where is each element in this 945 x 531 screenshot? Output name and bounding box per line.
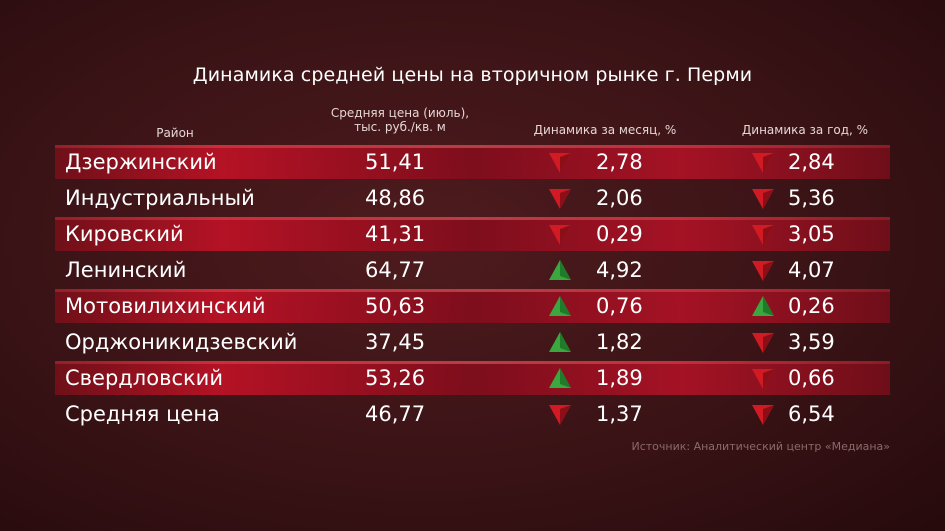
price-value: 41,31 <box>365 222 426 246</box>
table-row: Свердловский 53,26 1,89 0,66 <box>55 361 890 395</box>
year-change-value: 0,26 <box>788 294 835 318</box>
table-row: Мотовилихинский 50,63 0,76 0,26 <box>55 289 890 323</box>
year-down-arrow-icon <box>752 225 774 245</box>
price-value: 53,26 <box>365 366 426 390</box>
month-down-arrow-icon <box>549 225 571 245</box>
year-change-value: 3,59 <box>788 330 835 354</box>
year-down-arrow-icon <box>752 261 774 281</box>
year-change-value: 0,66 <box>788 366 835 390</box>
month-change-value: 0,29 <box>596 222 643 246</box>
region-name: Кировский <box>65 222 184 246</box>
region-name: Орджоникидзевский <box>65 330 298 354</box>
region-name: Индустриальный <box>65 186 255 210</box>
month-up-arrow-icon <box>549 260 571 280</box>
month-down-arrow-icon <box>549 405 571 425</box>
region-name: Средняя цена <box>65 402 220 426</box>
table-row: Кировский 41,31 0,29 3,05 <box>55 217 890 251</box>
price-value: 50,63 <box>365 294 426 318</box>
month-change-value: 0,76 <box>596 294 643 318</box>
table-row: Дзержинский 51,41 2,78 2,84 <box>55 145 890 179</box>
month-up-arrow-icon <box>549 296 571 316</box>
table-row: Индустриальный 48,86 2,06 5,36 <box>55 181 890 215</box>
year-change-value: 6,54 <box>788 402 835 426</box>
month-change-value: 4,92 <box>596 258 643 282</box>
year-change-value: 4,07 <box>788 258 835 282</box>
column-header-price-line1: Средняя цена (июль), <box>330 106 470 120</box>
region-name: Свердловский <box>65 366 223 390</box>
price-value: 46,77 <box>365 402 426 426</box>
month-up-arrow-icon <box>549 332 571 352</box>
column-header-region: Район <box>156 126 194 140</box>
column-header-price-line2: тыс. руб./кв. м <box>354 120 446 134</box>
source-note: Источник: Аналитический центр «Медиана» <box>631 440 890 453</box>
month-change-value: 1,82 <box>596 330 643 354</box>
year-change-value: 5,36 <box>788 186 835 210</box>
region-name: Ленинский <box>65 258 187 282</box>
column-header-year: Динамика за год, % <box>741 123 869 137</box>
region-name: Дзержинский <box>65 150 217 174</box>
table-row: Ленинский 64,77 4,92 4,07 <box>55 253 890 287</box>
month-change-value: 2,06 <box>596 186 643 210</box>
year-down-arrow-icon <box>752 405 774 425</box>
month-down-arrow-icon <box>549 189 571 209</box>
column-header-price: Средняя цена (июль), тыс. руб./кв. м <box>310 106 490 134</box>
chart-title: Динамика средней цены на вторичном рынке… <box>192 64 753 86</box>
price-value: 51,41 <box>365 150 426 174</box>
year-change-value: 2,84 <box>788 150 835 174</box>
year-down-arrow-icon <box>752 333 774 353</box>
month-change-value: 1,89 <box>596 366 643 390</box>
price-value: 64,77 <box>365 258 426 282</box>
table-row: Орджоникидзевский 37,45 1,82 3,59 <box>55 325 890 359</box>
table-row: Средняя цена 46,77 1,37 6,54 <box>55 397 890 431</box>
month-change-value: 2,78 <box>596 150 643 174</box>
year-down-arrow-icon <box>752 369 774 389</box>
month-change-value: 1,37 <box>596 402 643 426</box>
month-down-arrow-icon <box>549 153 571 173</box>
year-change-value: 3,05 <box>788 222 835 246</box>
year-down-arrow-icon <box>752 153 774 173</box>
year-up-arrow-icon <box>752 296 774 316</box>
price-value: 48,86 <box>365 186 426 210</box>
month-up-arrow-icon <box>549 368 571 388</box>
region-name: Мотовилихинский <box>65 294 266 318</box>
year-down-arrow-icon <box>752 189 774 209</box>
column-header-month: Динамика за месяц, % <box>533 123 677 137</box>
price-value: 37,45 <box>365 330 426 354</box>
